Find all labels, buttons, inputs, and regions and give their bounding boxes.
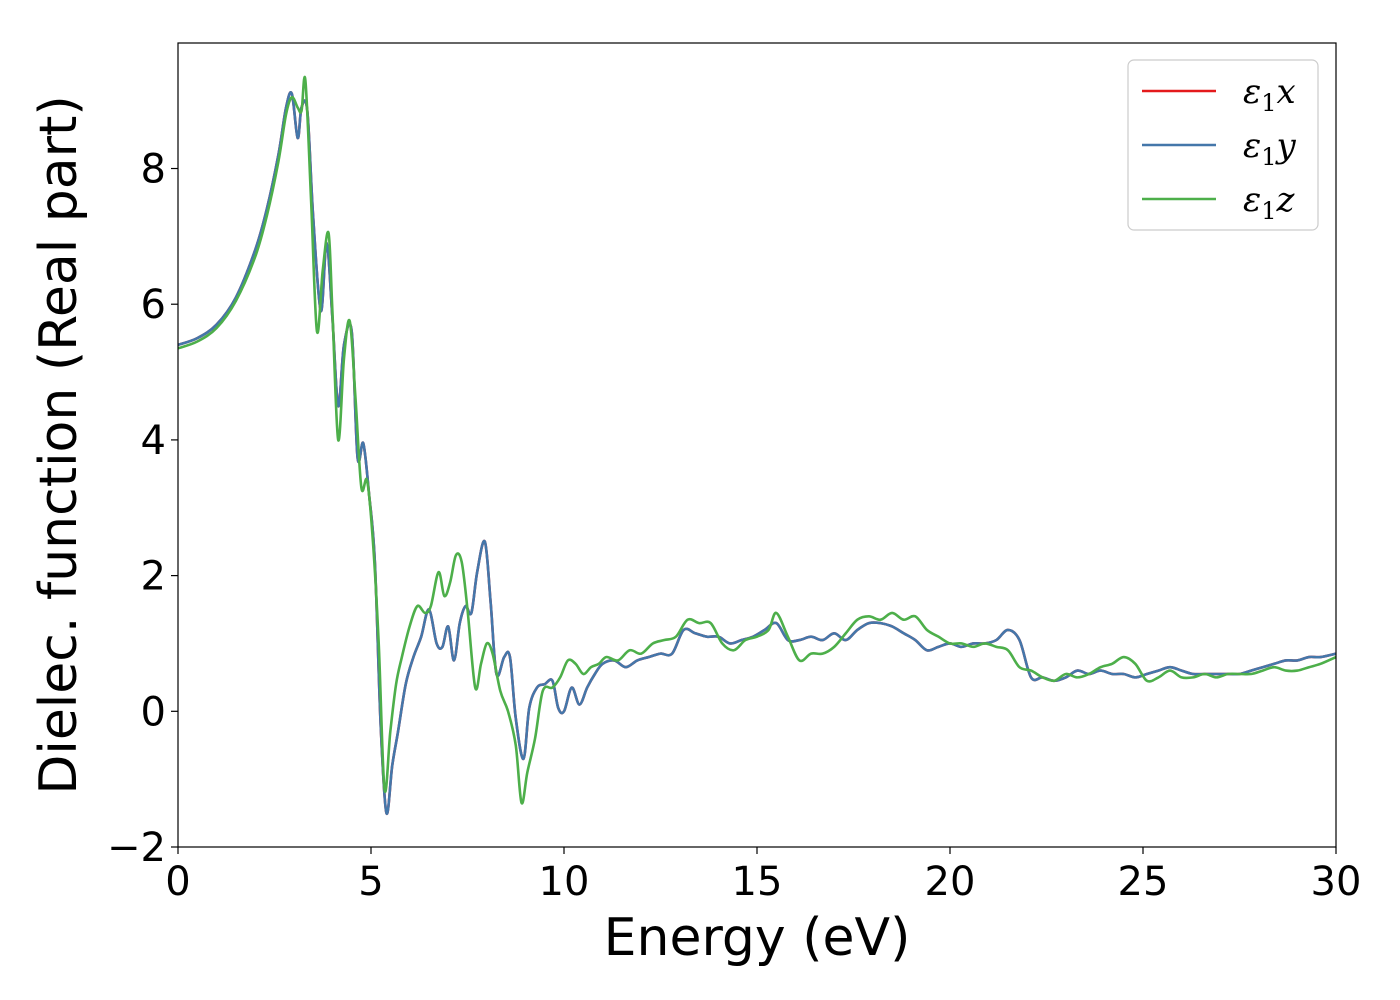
x-tick-label: 15 bbox=[732, 859, 783, 905]
series-line-z bbox=[178, 75, 1336, 805]
x-tick-label: 10 bbox=[539, 859, 590, 905]
legend-label-x: ε1x bbox=[1243, 72, 1296, 117]
series-line-y bbox=[178, 91, 1336, 815]
y-tick-label: 0 bbox=[141, 689, 166, 735]
x-tick-label: 25 bbox=[1118, 859, 1169, 905]
legend-box bbox=[1127, 59, 1319, 231]
y-tick-label: 4 bbox=[141, 418, 166, 464]
y-axis: −2 0 2 4 6 8 bbox=[107, 147, 178, 871]
y-tick-label: −2 bbox=[107, 825, 166, 871]
legend-label-z: ε1z bbox=[1243, 180, 1296, 225]
y-tick-label: 2 bbox=[141, 554, 166, 600]
x-tick-label: 20 bbox=[925, 859, 976, 905]
legend-label-y: ε1y bbox=[1243, 126, 1297, 171]
y-tick-label: 6 bbox=[141, 282, 166, 328]
x-axis-label: Energy (eV) bbox=[604, 908, 911, 968]
y-tick-label: 8 bbox=[141, 147, 166, 193]
x-axis: 0 5 10 15 20 25 30 bbox=[165, 847, 1361, 905]
x-tick-label: 0 bbox=[165, 859, 190, 905]
legend: ε1x ε1y ε1z bbox=[1127, 59, 1319, 231]
x-tick-label: 30 bbox=[1311, 859, 1362, 905]
x-tick-label: 5 bbox=[358, 859, 383, 905]
plot-lines bbox=[178, 75, 1336, 815]
y-axis-label: Dielec. function (Real part) bbox=[29, 95, 89, 794]
